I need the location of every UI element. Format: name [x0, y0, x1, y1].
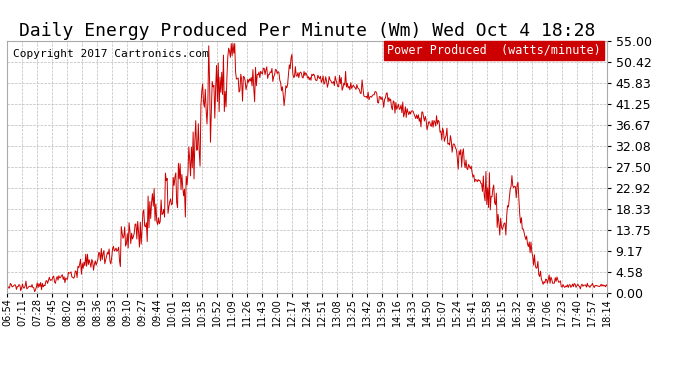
Text: Copyright 2017 Cartronics.com: Copyright 2017 Cartronics.com	[13, 49, 208, 59]
Text: Power Produced  (watts/minute): Power Produced (watts/minute)	[388, 44, 601, 57]
Title: Daily Energy Produced Per Minute (Wm) Wed Oct 4 18:28: Daily Energy Produced Per Minute (Wm) We…	[19, 22, 595, 40]
